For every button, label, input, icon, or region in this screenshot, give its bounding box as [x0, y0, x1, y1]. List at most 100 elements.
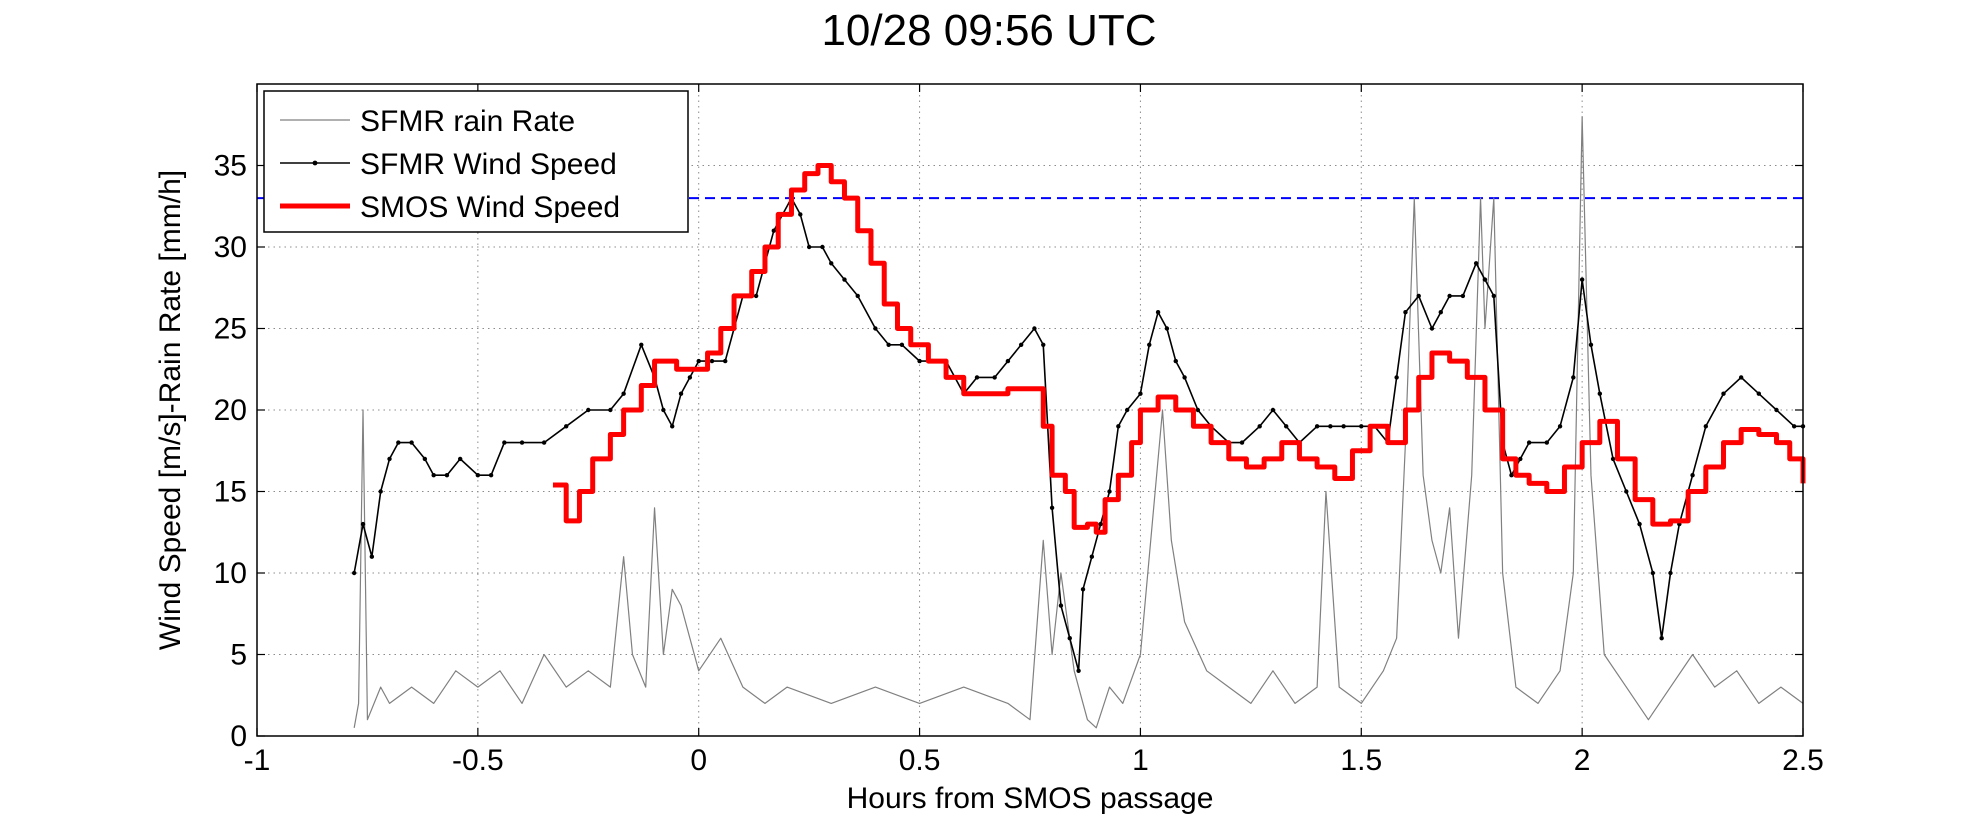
series-point [1624, 489, 1629, 494]
series-point [1283, 424, 1289, 429]
legend-label: SFMR rain Rate [360, 105, 575, 138]
legend-label: SMOS Wind Speed [360, 191, 620, 224]
series-point [1447, 293, 1452, 299]
series-point [1341, 424, 1346, 429]
series-point [564, 424, 569, 429]
series-point [1257, 424, 1262, 429]
series-point [873, 326, 878, 331]
series-point [369, 554, 375, 559]
series-point [917, 358, 922, 364]
series-point [1328, 424, 1333, 429]
x-tick-label: 2.5 [1782, 744, 1824, 777]
series-point [806, 244, 812, 250]
series-point [1173, 358, 1178, 364]
series-layer [351, 116, 1806, 729]
series-point [1526, 440, 1532, 445]
series-point [1438, 310, 1443, 315]
series-point [488, 473, 494, 478]
legend-label: SFMR Wind Speed [360, 148, 617, 181]
series-point [475, 473, 481, 478]
series-point [1703, 424, 1709, 429]
series-point [1239, 440, 1245, 445]
series-point [1791, 424, 1797, 429]
series-point [1067, 636, 1072, 641]
legend-marker [312, 160, 318, 166]
series-point [1394, 375, 1399, 380]
y-tick-label: 30 [214, 231, 247, 264]
series-point [1668, 570, 1673, 576]
chart-title: 10/28 09:56 UTC [821, 6, 1157, 55]
series-point [1774, 407, 1779, 413]
series-point [678, 391, 684, 396]
series-point [387, 456, 392, 462]
series-line [552, 163, 1806, 535]
series-point [723, 358, 728, 364]
series-point [608, 407, 613, 413]
series-point [396, 440, 401, 445]
series-point [1270, 407, 1276, 413]
series-point [687, 375, 693, 380]
series-point [1049, 505, 1055, 510]
series-point [820, 244, 825, 250]
series-point [1195, 407, 1201, 413]
series-point [457, 456, 463, 462]
y-tick-label: 15 [214, 476, 247, 509]
x-tick-label: -1 [244, 744, 271, 777]
series-point [1473, 261, 1479, 266]
series-point [1416, 293, 1421, 299]
x-tick-label: 2 [1574, 744, 1591, 777]
series-point [541, 440, 547, 445]
series-point [1650, 570, 1656, 576]
x-tick-label: 0.5 [899, 744, 941, 777]
series-point [351, 570, 357, 576]
series-point [519, 440, 525, 445]
series-point [1018, 342, 1024, 347]
series-point [1721, 391, 1726, 396]
series-point [1429, 326, 1435, 331]
series-point [1005, 358, 1011, 364]
series-point [1058, 603, 1064, 608]
series-point [1138, 391, 1143, 396]
series-point [378, 489, 383, 494]
series-point [1359, 424, 1364, 429]
y-tick-label: 10 [214, 557, 247, 590]
series-point [1588, 342, 1594, 347]
series-point [1314, 424, 1320, 429]
series-point [1544, 440, 1550, 445]
series-point [1107, 489, 1112, 494]
series-point [886, 342, 891, 347]
series-point [670, 424, 675, 429]
series-point [696, 358, 701, 364]
series-point [1659, 636, 1664, 641]
series-line [353, 197, 1803, 672]
series-point [974, 375, 980, 380]
series-point [444, 473, 450, 478]
series-point [1509, 473, 1514, 478]
series-point [502, 440, 507, 445]
x-axis-label: Hours from SMOS passage [847, 782, 1214, 815]
series-point [709, 358, 715, 364]
x-tick-label: 1 [1132, 744, 1149, 777]
x-tick-label: -0.5 [452, 744, 504, 777]
series-point [422, 456, 428, 462]
series-point [1690, 473, 1695, 478]
series-line [353, 116, 1804, 729]
series-point [1041, 342, 1046, 347]
series-point [1482, 277, 1488, 282]
x-tick-label: 0 [690, 744, 707, 777]
legend: SFMR rain Rate SFMR Wind Speed SMOS Wind S… [263, 90, 689, 233]
series-point [1116, 424, 1121, 429]
series-point [1147, 342, 1152, 347]
series-point [1460, 293, 1466, 299]
series-point [798, 212, 803, 217]
series-point [409, 440, 414, 445]
series-point [1571, 375, 1576, 380]
series-point [829, 261, 834, 266]
series-point [1403, 310, 1408, 315]
series-point [1518, 456, 1523, 462]
y-tick-label: 20 [214, 394, 247, 427]
y-tick-label: 0 [230, 720, 247, 753]
series-point [992, 375, 997, 380]
